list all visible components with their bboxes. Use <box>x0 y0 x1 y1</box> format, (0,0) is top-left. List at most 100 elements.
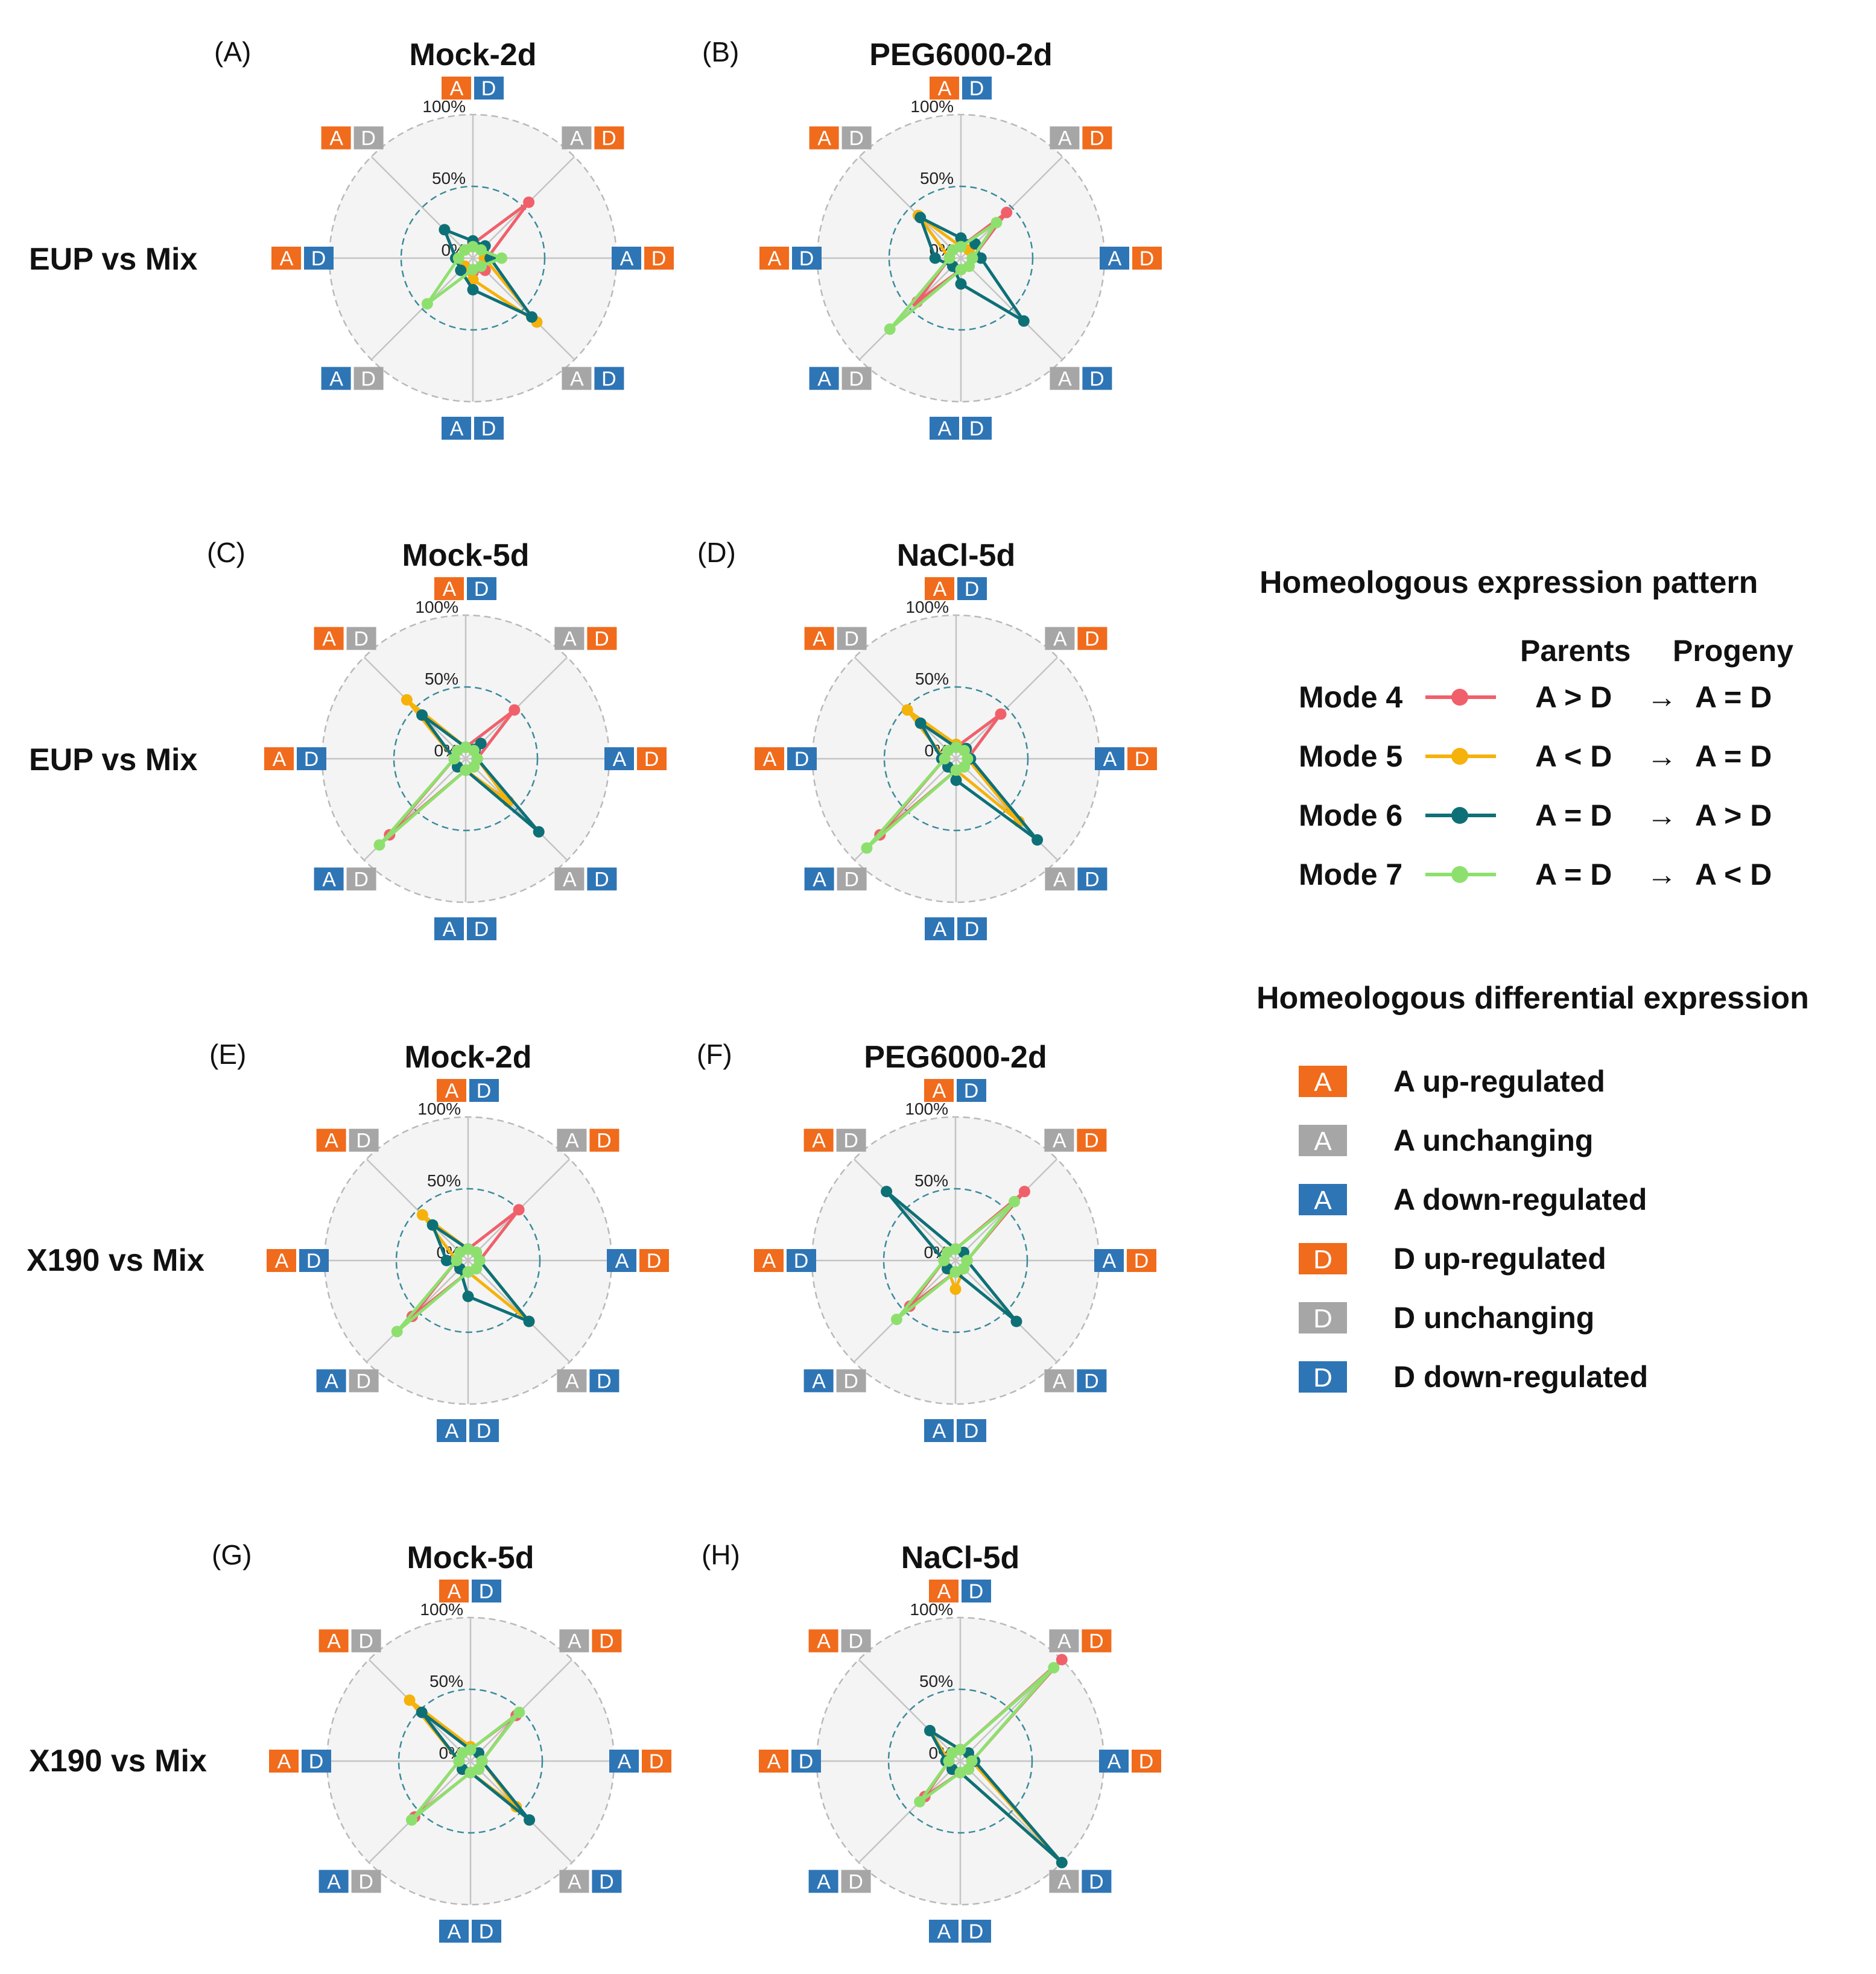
row-labels: EUP vs Mix EUP vs Mix X190 vs Mix X190 v… <box>27 242 207 1779</box>
chip-d-text: D <box>599 1630 614 1653</box>
chip-d-text: D <box>647 1250 662 1273</box>
chip-d <box>351 1870 381 1893</box>
data-point <box>990 217 1003 229</box>
chip-d-text: D <box>799 1750 814 1773</box>
panel-label: (G) <box>212 1539 252 1571</box>
chip-d-text: D <box>309 1750 324 1773</box>
chip-a-text: A <box>1103 1250 1117 1273</box>
chip-a-text: A <box>1053 1370 1066 1393</box>
tick-label: 50% <box>915 669 949 688</box>
chip-a <box>316 1369 346 1393</box>
chip-a <box>442 417 471 440</box>
series-mode-7 <box>890 1195 1021 1326</box>
chip-d <box>791 1750 821 1773</box>
chip-a-text: A <box>568 1630 581 1653</box>
chip-a-text: A <box>1108 247 1122 270</box>
chip-d-text: D <box>794 748 810 771</box>
data-point <box>1010 1315 1022 1327</box>
chip-d-text: D <box>601 127 616 150</box>
data-point <box>462 1291 474 1302</box>
chip-d-text: D <box>969 77 984 100</box>
chip-d <box>472 1580 501 1602</box>
chip-d-text: D <box>1139 1750 1154 1773</box>
mid-ring <box>400 185 546 331</box>
chip-d-text: D <box>474 578 489 601</box>
chip-d-text: D <box>1084 1370 1099 1393</box>
chip-a <box>1050 367 1080 390</box>
data-point <box>1018 315 1030 327</box>
chip-a-text: A <box>1058 127 1072 150</box>
radial-axis <box>853 1158 956 1261</box>
legend-diff-swatch <box>1299 1361 1347 1393</box>
mid-ring <box>887 1688 1033 1834</box>
chip-a <box>434 577 464 600</box>
chip-a <box>930 417 959 440</box>
chip-d <box>304 247 334 270</box>
data-point <box>1056 1654 1068 1666</box>
chip-a <box>809 126 839 150</box>
data-point <box>460 764 472 776</box>
chip-d-text: D <box>597 1370 612 1393</box>
data-point <box>452 252 464 264</box>
data-point <box>439 224 451 236</box>
chip-d <box>346 867 376 891</box>
chip-a-text: A <box>448 1580 461 1603</box>
chip-d-text: D <box>969 417 984 440</box>
data-point <box>462 1266 474 1278</box>
panel-label: (A) <box>214 36 251 68</box>
data-point <box>496 252 508 264</box>
legend-arrow: → <box>1647 799 1677 832</box>
tick-label: 50% <box>920 169 954 188</box>
series-mode-7 <box>405 1706 525 1826</box>
chip-d <box>1077 1369 1107 1393</box>
data-point <box>455 264 467 276</box>
mid-ring <box>883 1188 1028 1333</box>
chip-a <box>803 1369 834 1393</box>
chip-d-text: D <box>1085 868 1100 891</box>
data-point <box>955 232 967 244</box>
chip-a <box>562 126 592 150</box>
chip-d-text: D <box>358 1870 373 1893</box>
chip-a-text: A <box>817 1630 831 1653</box>
chip-d <box>592 1870 622 1893</box>
tick-label: 50% <box>919 1672 953 1691</box>
chip-d-text: D <box>644 748 659 771</box>
chip-d-text: D <box>651 247 667 270</box>
chip-a-text: A <box>450 77 464 100</box>
data-point <box>406 1311 418 1323</box>
chip-d <box>353 126 384 150</box>
chip-a-text: A <box>1053 868 1067 891</box>
legend-diff-glyph: A <box>1314 1127 1332 1156</box>
chip-a <box>754 1249 784 1272</box>
chip-d <box>1082 1870 1112 1893</box>
chip-d <box>1077 1128 1107 1152</box>
chip-a-text: A <box>812 1130 826 1153</box>
chip-d <box>1127 1249 1156 1272</box>
data-point <box>416 1706 428 1718</box>
chip-a <box>1045 867 1075 891</box>
chip-a <box>314 867 344 891</box>
chip-d-text: D <box>844 628 859 651</box>
legend-diff-glyph: A <box>1314 1186 1332 1215</box>
chip-d <box>639 1249 669 1272</box>
tick-label: 50% <box>427 1171 461 1190</box>
chip-a-text: A <box>565 1130 579 1153</box>
chip-d-text: D <box>843 1130 858 1153</box>
legend-mode-marker <box>1451 748 1468 765</box>
